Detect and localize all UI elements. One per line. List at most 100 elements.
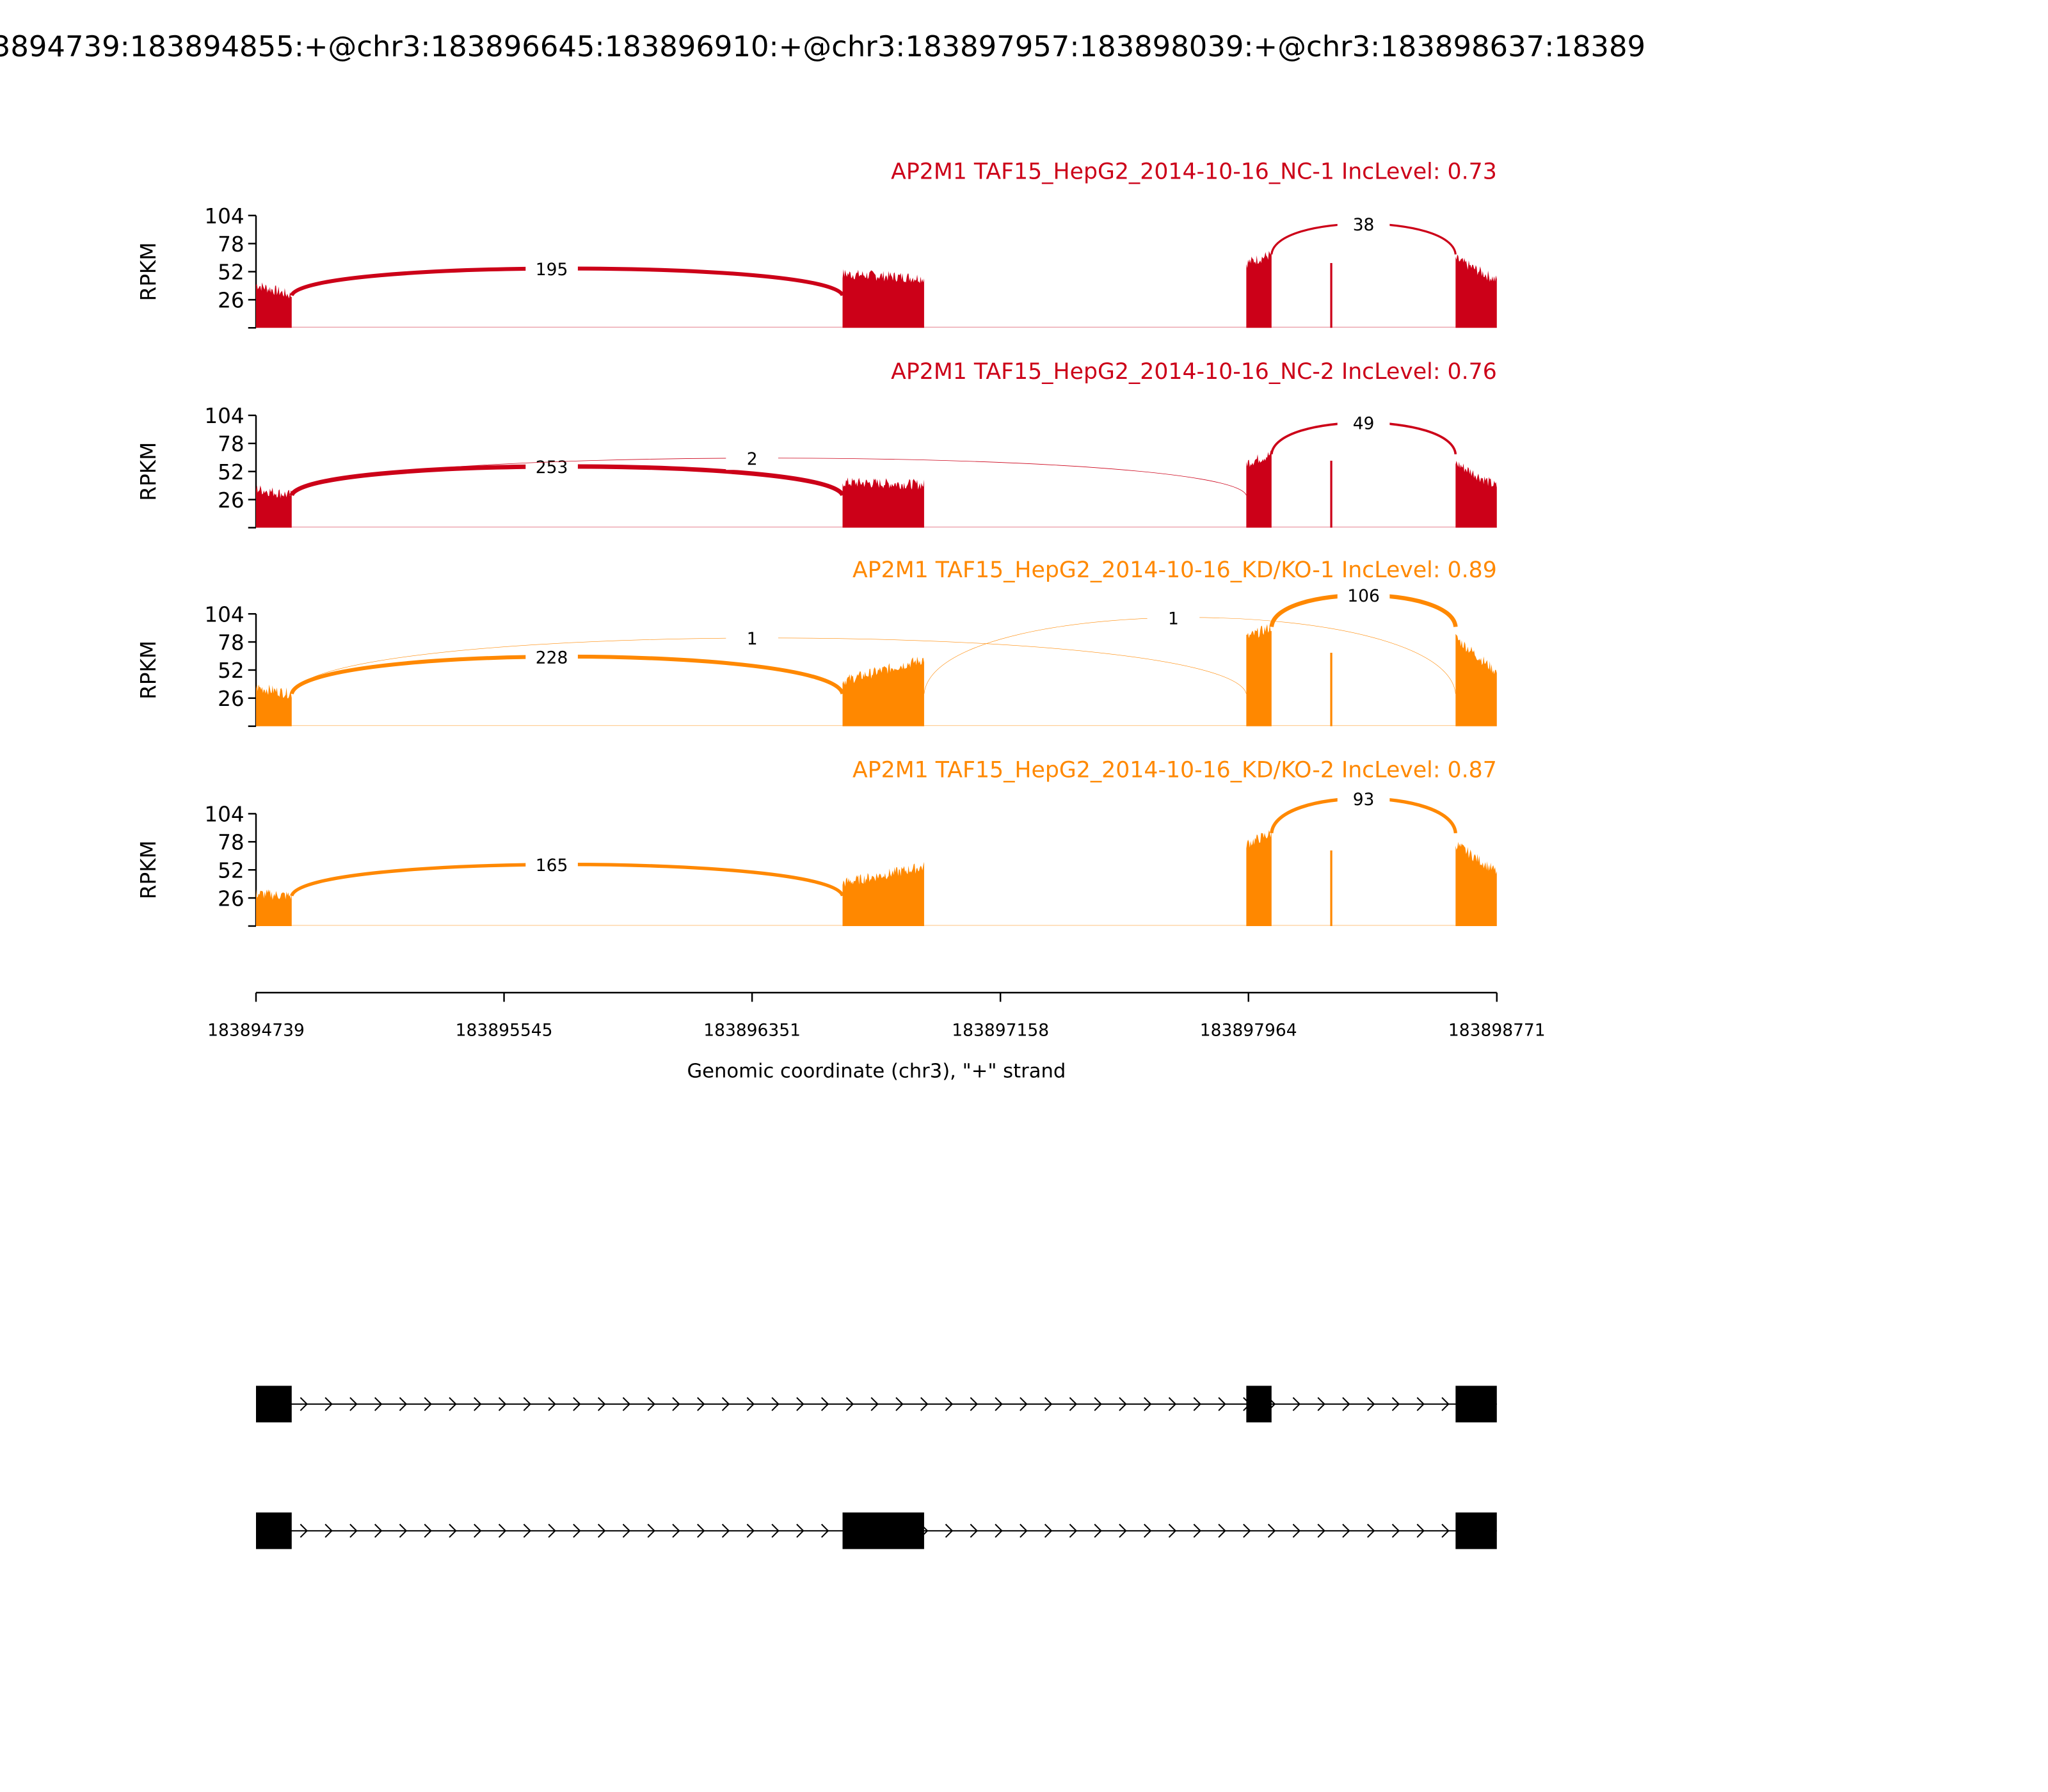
strand-arrow-icon (945, 1523, 954, 1538)
strand-arrow-icon (1441, 1523, 1450, 1538)
strand-arrow-icon (399, 1523, 408, 1538)
sample-panel: AP2M1 TAF15_HepG2_2014-10-16_KD/KO-2 Inc… (136, 757, 1497, 927)
strand-arrow-icon (647, 1396, 655, 1411)
strand-arrow-icon (622, 1396, 631, 1411)
junction-label-bg (1337, 411, 1390, 435)
exon-coverage (256, 889, 292, 926)
strand-arrow-icon (449, 1396, 457, 1411)
exon-coverage (256, 282, 292, 328)
junction-label-bg (1337, 787, 1390, 811)
y-tick-label: 104 (204, 204, 244, 228)
y-axis-label: RPKM (136, 243, 161, 301)
strand-arrow-icon (672, 1396, 680, 1411)
y-tick-label: 26 (218, 687, 244, 711)
junction-label-bg (525, 257, 578, 281)
strand-arrow-icon (1119, 1396, 1127, 1411)
strand-arrow-icon (1342, 1396, 1350, 1411)
strand-arrow-icon (1069, 1396, 1078, 1411)
junction-count-label: 2 (747, 449, 758, 469)
gene-models (256, 1386, 1497, 1549)
strand-arrow-icon (597, 1396, 606, 1411)
y-tick-label: 104 (204, 602, 244, 627)
strand-arrow-icon (1168, 1523, 1177, 1538)
junction-label-bg (726, 446, 778, 470)
y-tick-label: 52 (218, 659, 244, 683)
strand-arrow-icon (449, 1523, 457, 1538)
strand-arrow-icon (1416, 1396, 1425, 1411)
exon-block (1455, 1386, 1497, 1423)
strand-arrow-icon (597, 1523, 606, 1538)
exon-block (1246, 1386, 1272, 1423)
strand-arrow-icon (970, 1396, 978, 1411)
exon-coverage (1246, 830, 1272, 926)
sample-panel: AP2M1 TAF15_HepG2_2014-10-16_NC-2 IncLev… (136, 359, 1497, 529)
strand-arrow-icon (1193, 1396, 1201, 1411)
exon-coverage (1455, 842, 1497, 926)
strand-arrow-icon (771, 1396, 780, 1411)
junction-count-label: 195 (536, 260, 568, 280)
strand-arrow-icon (1069, 1523, 1078, 1538)
exon-block (842, 1512, 924, 1549)
y-tick-label: 78 (218, 432, 244, 456)
strand-arrow-icon (796, 1523, 804, 1538)
y-axis-label: RPKM (136, 442, 161, 501)
strand-arrow-icon (474, 1396, 482, 1411)
y-tick-label: 52 (218, 260, 244, 285)
strand-arrow-icon (721, 1396, 730, 1411)
exon-coverage (1246, 624, 1272, 726)
strand-arrow-icon (1044, 1523, 1053, 1538)
coverage-spike (1330, 460, 1332, 528)
exon-coverage (842, 477, 924, 528)
strand-arrow-icon (1367, 1396, 1375, 1411)
strand-arrow-icon (746, 1523, 755, 1538)
strand-arrow-icon (746, 1396, 755, 1411)
strand-arrow-icon (845, 1396, 854, 1411)
exon-coverage (256, 684, 292, 726)
strand-arrow-icon (870, 1396, 879, 1411)
strand-arrow-icon (622, 1523, 631, 1538)
exon-coverage (842, 269, 924, 328)
sample-title: AP2M1 TAF15_HepG2_2014-10-16_NC-1 IncLev… (891, 159, 1497, 185)
strand-arrow-icon (1144, 1523, 1152, 1538)
strand-arrow-icon (498, 1523, 507, 1538)
exon-coverage (842, 657, 924, 726)
strand-arrow-icon (1317, 1396, 1325, 1411)
y-tick-label: 52 (218, 460, 244, 484)
y-tick-label: 78 (218, 831, 244, 855)
junction-label-bg (525, 852, 578, 877)
exon-coverage (1455, 460, 1497, 528)
strand-arrow-icon (523, 1396, 532, 1411)
sample-panel: AP2M1 TAF15_HepG2_2014-10-16_NC-1 IncLev… (136, 159, 1497, 329)
strand-arrow-icon (523, 1523, 532, 1538)
y-tick-label: 104 (204, 803, 244, 827)
exon-coverage (256, 485, 292, 528)
strand-arrow-icon (1119, 1523, 1127, 1538)
strand-arrow-icon (995, 1523, 1003, 1538)
x-axis: 183894739 183895545 183896351 183897158 1838… (207, 991, 1546, 1040)
coverage-spike (1330, 262, 1332, 328)
junction-count-label: 93 (1353, 790, 1375, 810)
strand-arrow-icon (1020, 1396, 1028, 1411)
junction-count-label: 228 (536, 648, 568, 668)
sample-title: AP2M1 TAF15_HepG2_2014-10-16_KD/KO-2 Inc… (852, 757, 1497, 783)
strand-arrow-icon (995, 1396, 1003, 1411)
strand-arrow-icon (349, 1523, 358, 1538)
strand-arrow-icon (697, 1396, 705, 1411)
exon-coverage (1246, 250, 1272, 328)
strand-arrow-icon (820, 1396, 829, 1411)
gene-model-track (256, 1386, 1497, 1423)
strand-arrow-icon (349, 1396, 358, 1411)
junction-label-bg (525, 644, 578, 669)
strand-arrow-icon (895, 1396, 904, 1411)
strand-arrow-icon (1391, 1523, 1400, 1538)
strand-arrow-icon (498, 1396, 507, 1411)
strand-arrow-icon (820, 1523, 829, 1538)
strand-arrow-icon (1292, 1523, 1301, 1538)
strand-arrow-icon (1020, 1523, 1028, 1538)
y-tick-label: 78 (218, 232, 244, 257)
sample-panel: AP2M1 TAF15_HepG2_2014-10-16_KD/KO-1 Inc… (136, 557, 1497, 727)
strand-arrow-icon (647, 1523, 655, 1538)
chart-title: 3894739:183894855:+@chr3:183896645:18389… (0, 29, 1645, 63)
x-axis-label: Genomic coordinate (chr3), "+" strand (687, 1060, 1066, 1083)
y-tick-label: 26 (218, 289, 244, 313)
